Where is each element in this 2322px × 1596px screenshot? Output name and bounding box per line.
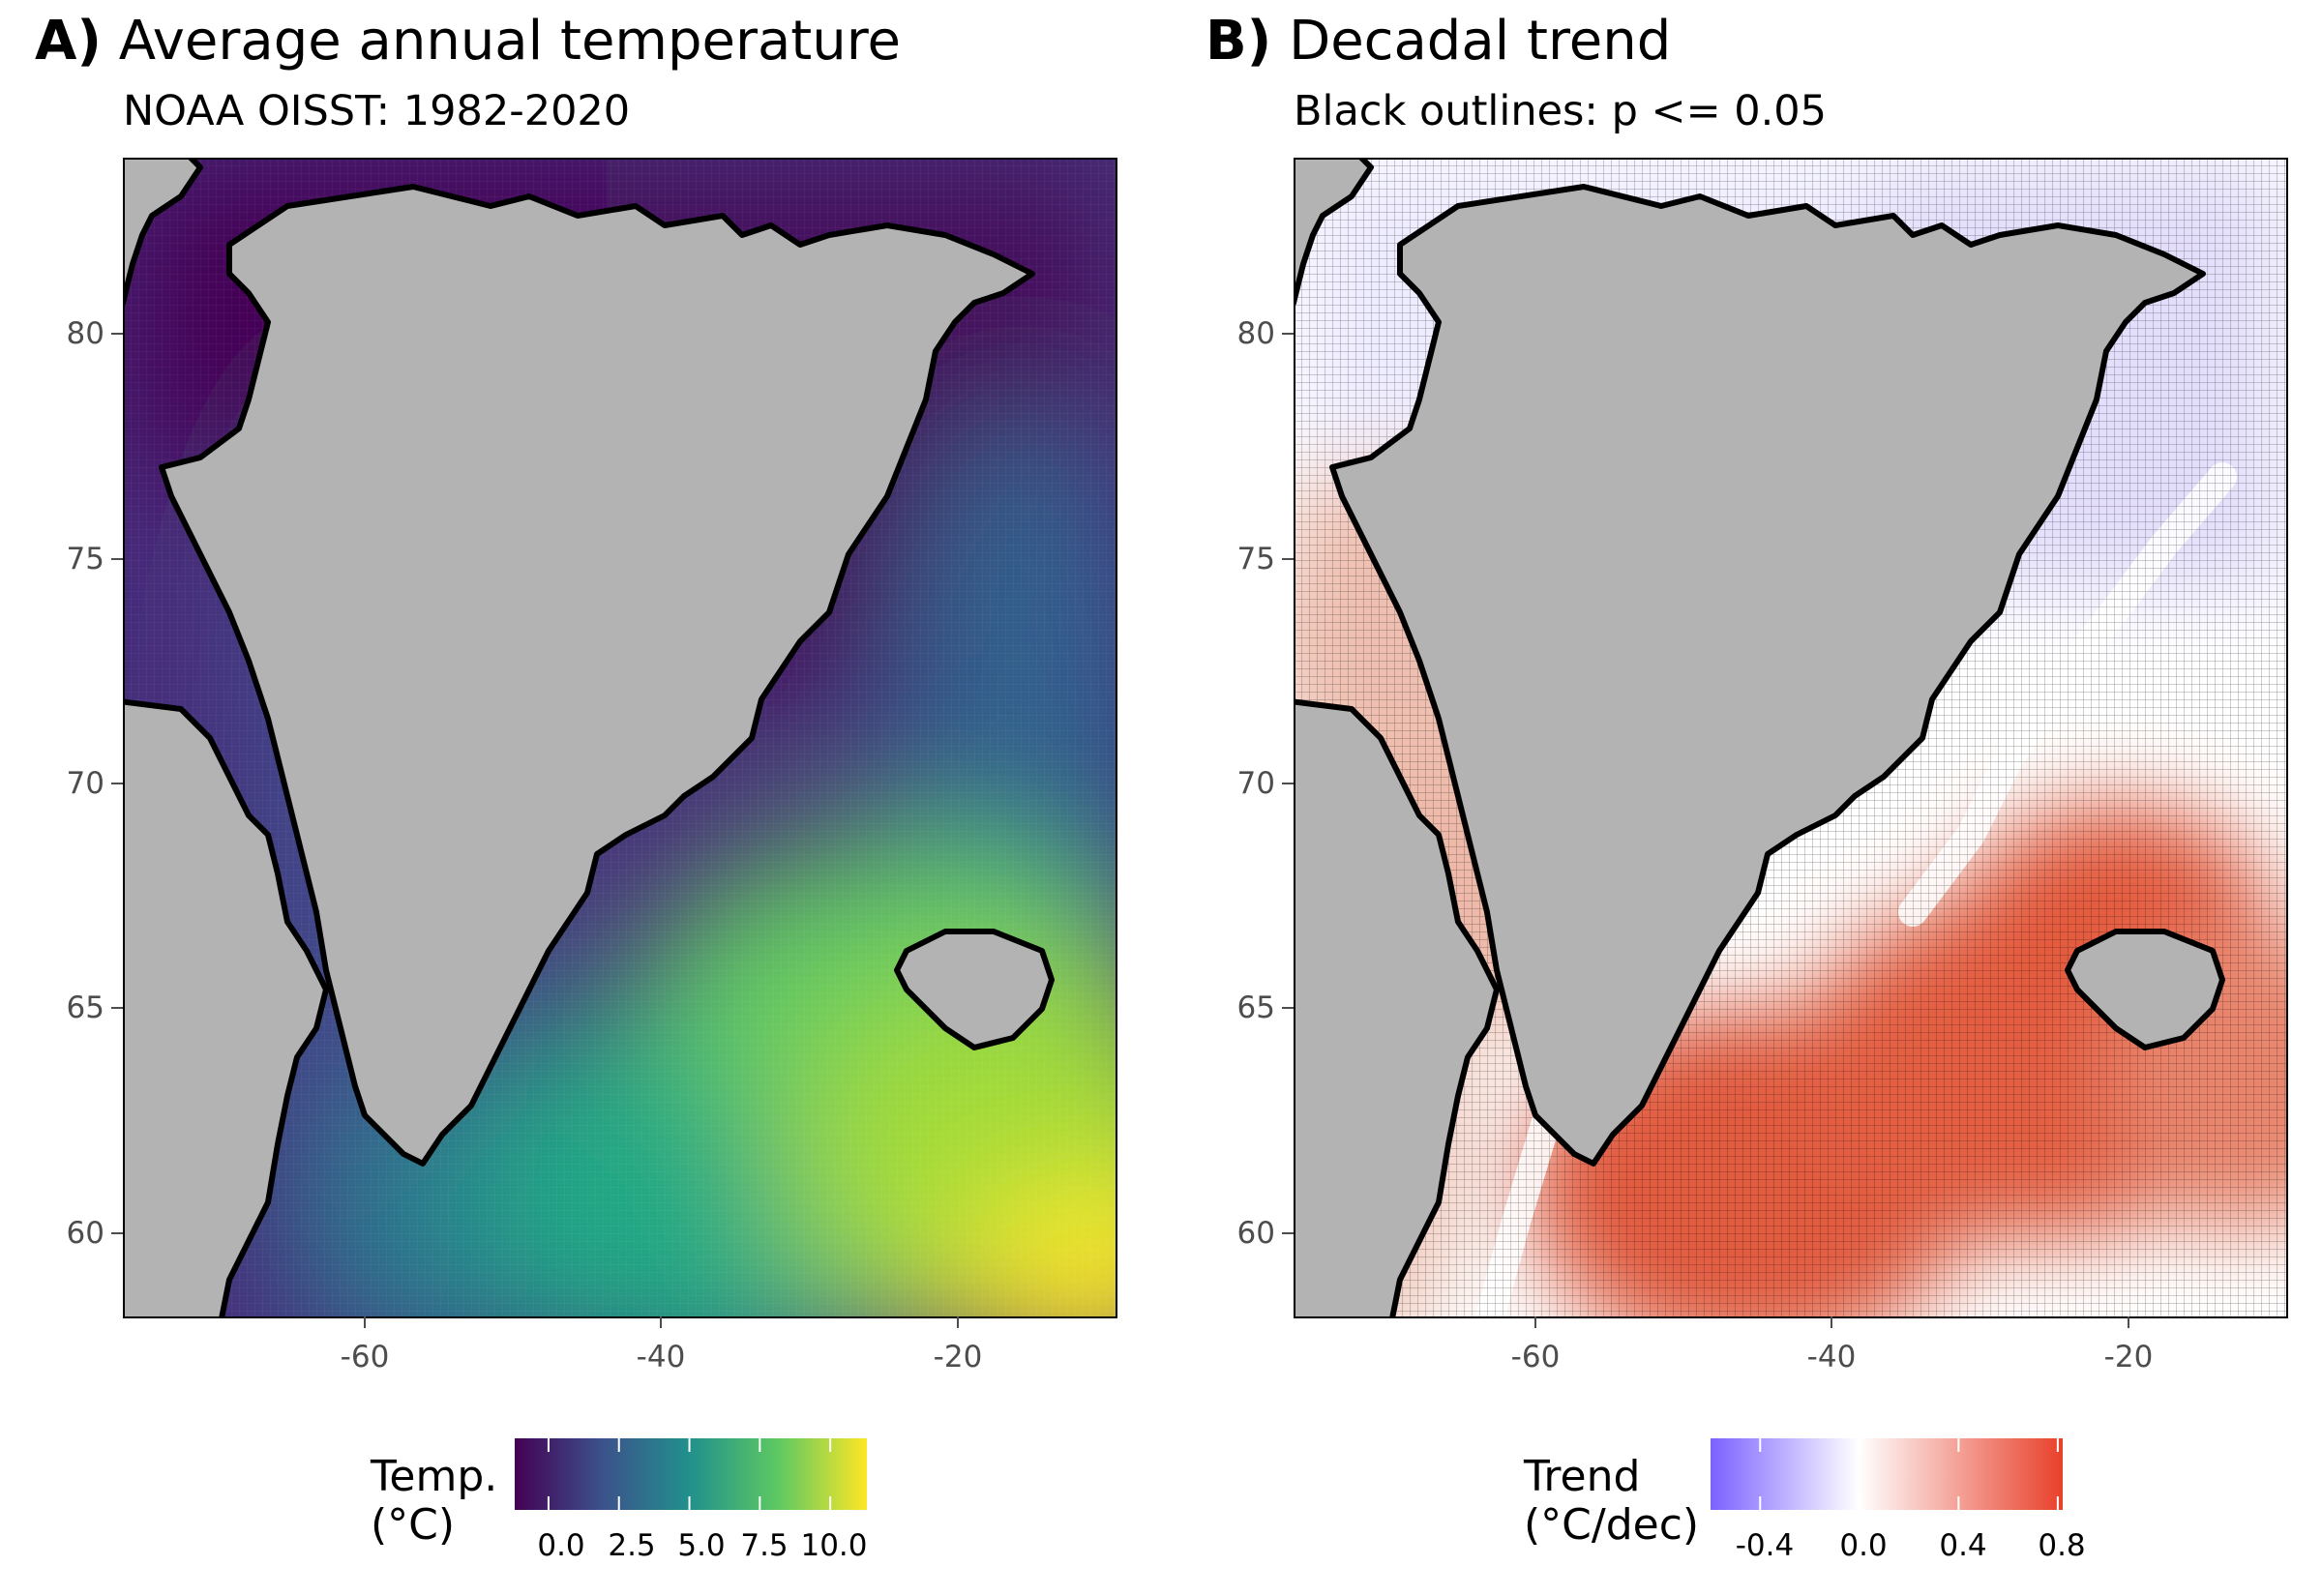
- y-tick-mark: [111, 783, 123, 784]
- y-tick-label: 75: [66, 542, 104, 576]
- x-tick-mark: [660, 1316, 662, 1328]
- legend-label: 0.0: [1839, 1528, 1888, 1563]
- y-tick-label: 80: [66, 316, 104, 351]
- legend-label: 7.5: [740, 1528, 789, 1563]
- x-tick-label: -60: [1510, 1340, 1561, 1374]
- x-tick-mark: [364, 1316, 366, 1328]
- legend-title: Temp. (°C): [371, 1452, 498, 1550]
- greenland: [1329, 184, 2206, 1167]
- y-tick-mark: [111, 1007, 123, 1009]
- panel-letter: B): [1206, 10, 1272, 73]
- y-tick-label: 70: [66, 766, 104, 801]
- legend-label: 10.0: [800, 1528, 868, 1563]
- trend-colorbar: [1711, 1438, 2063, 1510]
- greenland: [159, 184, 1035, 1167]
- temperature-colorbar: [515, 1438, 867, 1510]
- y-tick-mark: [111, 1232, 123, 1234]
- x-tick-mark: [957, 1316, 959, 1328]
- land-mask: [123, 158, 1055, 1316]
- legend-title: Trend (°C/dec): [1524, 1452, 1700, 1550]
- y-tick-label: 60: [66, 1216, 104, 1251]
- y-tick-mark: [111, 558, 123, 560]
- panel-subtitle: NOAA OISST: 1982-2020: [123, 87, 631, 135]
- x-tick-label: -40: [636, 1340, 686, 1374]
- y-tick-label: 80: [1236, 316, 1275, 351]
- panel-subtitle: Black outlines: p <= 0.05: [1294, 87, 1828, 135]
- panel-temperature: A) Average annual temperature NOAA OISST…: [35, 10, 1117, 1563]
- y-tick-mark: [1282, 1007, 1294, 1009]
- iceland: [2065, 929, 2225, 1050]
- temperature-map: [123, 158, 1116, 1316]
- y-tick-mark: [1282, 333, 1294, 335]
- land-mask: [1294, 158, 2225, 1316]
- x-tick-mark: [1831, 1316, 1832, 1328]
- ellesmere-island: [1294, 158, 1374, 311]
- y-tick-mark: [1282, 1232, 1294, 1234]
- x-tick-label: -40: [1806, 1340, 1857, 1374]
- legend-label: 0.8: [2038, 1528, 2086, 1563]
- legend-label: -0.4: [1735, 1528, 1795, 1563]
- y-tick-label: 65: [1236, 990, 1275, 1025]
- legend-label: 0.0: [537, 1528, 585, 1563]
- y-tick-label: 75: [1236, 542, 1275, 576]
- trend-map: [1294, 158, 2286, 1316]
- y-tick-label: 65: [66, 990, 104, 1025]
- y-tick-mark: [1282, 783, 1294, 784]
- ellesmere-island: [123, 158, 203, 311]
- panel-title: B) Decadal trend: [1206, 10, 1671, 73]
- legend-label: 2.5: [608, 1528, 656, 1563]
- legend-label: 0.4: [1939, 1528, 1987, 1563]
- baffin-island: [123, 698, 329, 1316]
- legend-label: 5.0: [677, 1528, 726, 1563]
- panel-title-text: Decadal trend: [1289, 10, 1672, 73]
- panel-letter: A): [35, 10, 102, 73]
- x-tick-label: -20: [2103, 1340, 2154, 1374]
- x-tick-mark: [1534, 1316, 1536, 1328]
- y-tick-label: 70: [1236, 766, 1275, 801]
- panel-title: A) Average annual temperature: [35, 10, 901, 73]
- panel-title-text: Average annual temperature: [118, 10, 901, 73]
- x-tick-mark: [2128, 1316, 2129, 1328]
- x-tick-label: -60: [340, 1340, 390, 1374]
- y-tick-mark: [1282, 558, 1294, 560]
- panel-trend: B) Decadal trend Black outlines: p <= 0.…: [1171, 0, 2322, 1596]
- y-tick-mark: [111, 333, 123, 335]
- iceland: [894, 929, 1055, 1050]
- baffin-island: [1294, 698, 1500, 1316]
- y-tick-label: 60: [1236, 1216, 1275, 1251]
- x-tick-label: -20: [933, 1340, 983, 1374]
